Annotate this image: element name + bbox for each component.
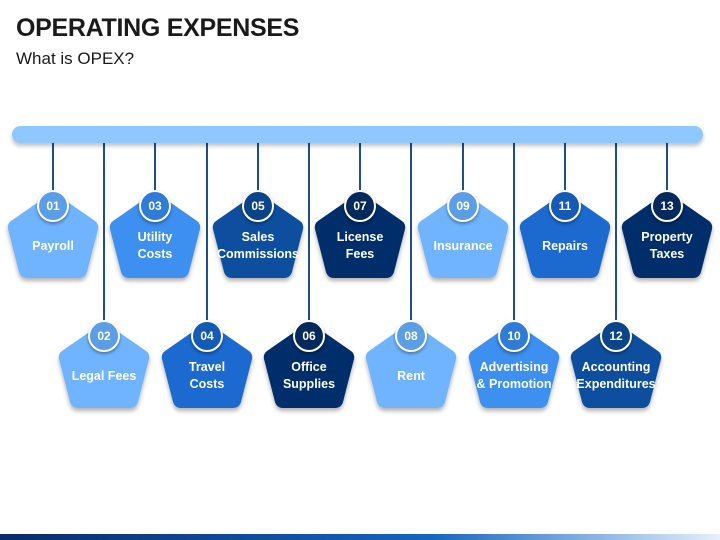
expense-pentagon: Payroll [5,192,101,280]
expense-label: Advertising & Promotion [476,360,552,391]
step-number-badge: 06 [293,320,325,352]
connector-line [154,143,156,192]
step-number-badge: 08 [395,320,427,352]
connector-line [257,143,259,192]
expense-label: Insurance [433,238,493,253]
connector-line [103,143,105,322]
connector-line [410,143,412,322]
expense-label: Office Supplies [282,360,336,391]
timeline-rail [12,126,703,143]
expense-label: Payroll [32,238,74,253]
expense-pentagon: Repairs [517,192,613,280]
connector-line [52,143,54,192]
expense-label: Accounting Expenditures [576,360,656,391]
expense-pentagon: Office Supplies [261,322,357,410]
expense-label: Repairs [542,238,588,253]
step-number-badge: 09 [447,190,479,222]
step-number-badge: 11 [549,190,581,222]
step-number-badge: 02 [88,320,120,352]
step-number-badge: 05 [242,190,274,222]
expense-label: Utility Costs [137,230,173,261]
step-number-badge: 12 [600,320,632,352]
expense-pentagon: Legal Fees [56,322,152,410]
expense-pentagon: License Fees [312,192,408,280]
expense-label: Legal Fees [71,368,137,383]
expense-pentagon: Insurance [415,192,511,280]
connector-line [462,143,464,192]
expense-pentagon: Travel Costs [159,322,255,410]
step-number-badge: 03 [139,190,171,222]
connector-line [564,143,566,192]
expense-label: Rent [397,368,425,383]
connector-line [308,143,310,322]
expense-label: Sales Commissions [217,230,299,261]
step-number-badge: 07 [344,190,376,222]
page-subtitle: What is OPEX? [16,49,135,68]
connector-line [615,143,617,322]
expense-pentagon: Rent [363,322,459,410]
expense-label: Property Taxes [641,230,693,261]
connector-line [359,143,361,192]
connector-line [666,143,668,192]
expense-pentagon: Sales Commissions [210,192,306,280]
page-title: OPERATING EXPENSES [16,14,300,42]
step-number-badge: 04 [191,320,223,352]
connector-line [206,143,208,322]
expense-label: License Fees [336,230,384,261]
connector-line [513,143,515,322]
step-number-badge: 01 [37,190,69,222]
expense-pentagon: Advertising & Promotion [466,322,562,410]
step-number-badge: 13 [651,190,683,222]
footer-gradient-bar [0,534,720,540]
expense-pentagon: Property Taxes [619,192,715,280]
step-number-badge: 10 [498,320,530,352]
expense-pentagon: Utility Costs [107,192,203,280]
expense-label: Travel Costs [188,360,226,391]
expense-pentagon: Accounting Expenditures [568,322,664,410]
